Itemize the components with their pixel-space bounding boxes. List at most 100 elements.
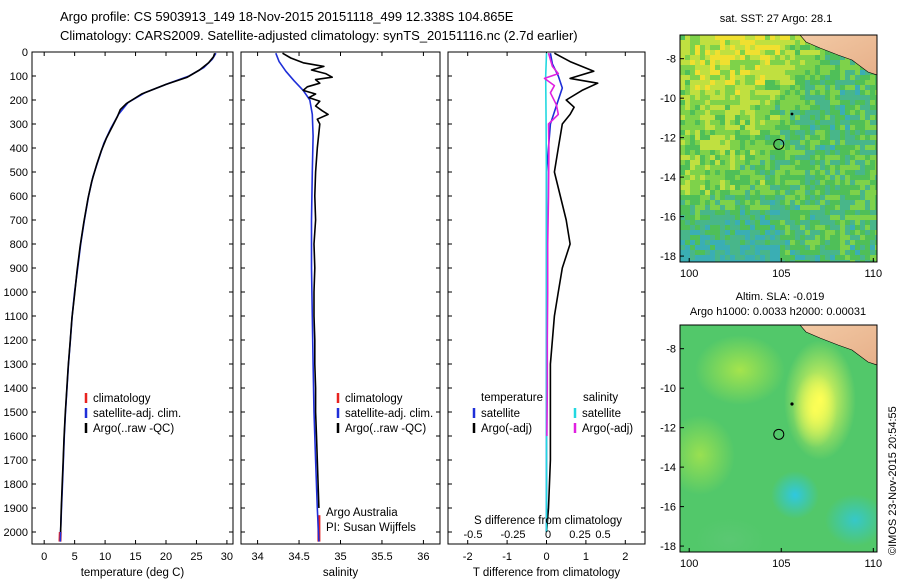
legend-label: Argo(-adj) [481,423,532,435]
sst-cell [845,125,850,130]
sst-cell [735,175,740,180]
sst-cell [875,115,877,120]
sst-cell [830,120,835,125]
sst-cell [840,175,845,180]
sst-cell [745,75,750,80]
sst-cell [680,140,685,145]
sst-cell [810,200,815,205]
sst-cell [715,160,720,165]
sst-cell [785,200,790,205]
sst-cell [730,200,735,205]
sst-cell [685,70,690,75]
sst-cell [755,250,760,255]
sst-cell [800,195,805,200]
sst-cell [825,185,830,190]
sst-cell [725,55,730,60]
sst-cell [760,65,765,70]
sst-cell [835,200,840,205]
sst-cell [870,215,875,220]
sst-cell [865,95,870,100]
sst-cell [845,80,850,85]
sst-cell [785,260,790,262]
sst-cell [685,105,690,110]
sst-cell [740,130,745,135]
sst-cell [820,225,825,230]
sst-cell [820,135,825,140]
sst-cell [845,145,850,150]
sst-cell [755,120,760,125]
sst-cell [705,175,710,180]
sst-cell [825,195,830,200]
sst-cell [715,70,720,75]
sst-cell [710,45,715,50]
sst-cell [870,125,875,130]
sst-cell [755,245,760,250]
sst-cell [835,100,840,105]
sst-cell [720,260,725,262]
sst-cell [860,195,865,200]
sst-cell [830,185,835,190]
sst-cell [815,210,820,215]
sst-cell [710,175,715,180]
sst-cell [870,135,875,140]
sst-cell [705,100,710,105]
sst-cell [695,245,700,250]
sst-cell [840,210,845,215]
sst-cell [845,155,850,160]
sst-cell [720,135,725,140]
sst-cell [770,205,775,210]
sst-cell [770,140,775,145]
sst-cell [850,200,855,205]
sst-cell [705,225,710,230]
sst-cell [835,110,840,115]
map-latitude-label: -12 [660,133,676,145]
sst-cell [835,55,840,60]
sst-cell [700,245,705,250]
sst-cell [775,135,780,140]
sst-cell [775,65,780,70]
sst-cell [855,195,860,200]
sst-cell [770,130,775,135]
sst-cell [835,130,840,135]
sst-cell [715,110,720,115]
sst-cell [775,75,780,80]
sst-cell [780,85,785,90]
sst-cell [785,215,790,220]
sst-cell [810,90,815,95]
sst-cell [775,130,780,135]
sst-cell [760,35,765,40]
sst-cell [730,185,735,190]
sst-cell [875,175,877,180]
sst-cell [725,160,730,165]
sst-cell [750,255,755,260]
sst-cell [725,200,730,205]
sst-cell [715,60,720,65]
sst-cell [870,90,875,95]
sst-cell [680,220,685,225]
sst-cell [850,245,855,250]
sst-cell [805,245,810,250]
sst-cell [715,135,720,140]
sst-cell [800,90,805,95]
sst-cell [860,180,865,185]
x-axis-label: temperature (deg C) [81,567,185,579]
sst-cell [790,135,795,140]
sst-cell [810,75,815,80]
sst-cell [865,85,870,90]
sst-cell [725,255,730,260]
sst-cell [840,215,845,220]
salinity-profile-panel: 34 34.5 35 35.5 36salinityclimatologysatelli… [240,51,441,579]
sst-cell [795,105,800,110]
sst-cell [680,230,685,235]
sst-cell [720,115,725,120]
sst-cell [710,235,715,240]
sst-cell [780,255,785,260]
sst-cell [730,115,735,120]
sst-cell [680,120,685,125]
sst-cell [730,215,735,220]
sst-cell [705,125,710,130]
sst-cell [705,80,710,85]
sst-cell [780,200,785,205]
sst-cell [690,240,695,245]
sst-cell [730,220,735,225]
